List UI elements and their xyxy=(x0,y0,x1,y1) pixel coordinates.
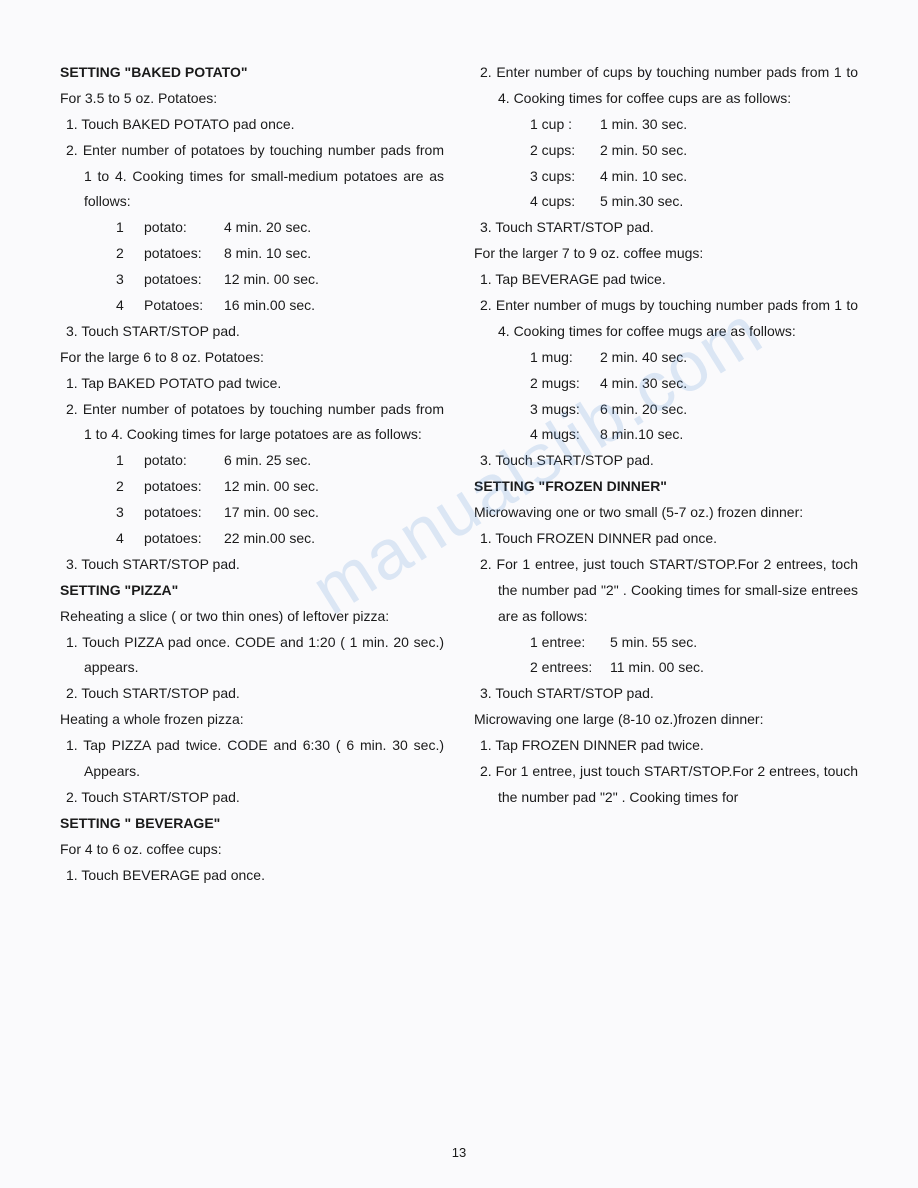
timing-table: 1potato:4 min. 20 sec. 2potatoes:8 min. 1… xyxy=(116,215,444,319)
table-cell: potatoes: xyxy=(144,474,224,500)
timing-table: 1potato:6 min. 25 sec. 2potatoes:12 min. … xyxy=(116,448,444,552)
table-cell: 1 cup : xyxy=(530,112,600,138)
left-column: SETTING "BAKED POTATO" For 3.5 to 5 oz. … xyxy=(60,60,444,1135)
section-heading: SETTING "FROZEN DINNER" xyxy=(474,474,858,500)
step-text: 3. Touch START/STOP pad. xyxy=(474,215,858,241)
table-cell: potatoes: xyxy=(144,241,224,267)
timing-table: 1 mug:2 min. 40 sec.2 mugs:4 min. 30 sec… xyxy=(530,345,858,449)
table-cell: 4 xyxy=(116,293,144,319)
right-column: 2. Enter number of cups by touching numb… xyxy=(474,60,858,1135)
step-text: 3. Touch START/STOP pad. xyxy=(60,319,444,345)
table-cell: 6 min. 25 sec. xyxy=(224,448,334,474)
table-cell: 1 xyxy=(116,215,144,241)
step-text: 1. Tap BAKED POTATO pad twice. xyxy=(60,371,444,397)
two-column-layout: SETTING "BAKED POTATO" For 3.5 to 5 oz. … xyxy=(60,60,858,1135)
intro-text: For the large 6 to 8 oz. Potatoes: xyxy=(60,345,444,371)
intro-text: Microwaving one or two small (5-7 oz.) f… xyxy=(474,500,858,526)
table-cell: potato: xyxy=(144,215,224,241)
intro-text: Microwaving one large (8-10 oz.)frozen d… xyxy=(474,707,858,733)
table-cell: 4 mugs: xyxy=(530,422,600,448)
table-cell: 1 min. 30 sec. xyxy=(600,112,710,138)
table-cell: 1 mug: xyxy=(530,345,600,371)
table-cell: Potatoes: xyxy=(144,293,224,319)
step-text: 1. Tap PIZZA pad twice. CODE and 6:30 ( … xyxy=(60,733,444,785)
table-cell: 12 min. 00 sec. xyxy=(224,267,334,293)
table-cell: 8 min.10 sec. xyxy=(600,422,710,448)
table-cell: 3 cups: xyxy=(530,164,600,190)
step-text: 2. For 1 entree, just touch START/STOP.F… xyxy=(474,552,858,630)
table-cell: 11 min. 00 sec. xyxy=(610,655,720,681)
intro-text: For 4 to 6 oz. coffee cups: xyxy=(60,837,444,863)
table-cell: 8 min. 10 sec. xyxy=(224,241,334,267)
table-cell: 16 min.00 sec. xyxy=(224,293,334,319)
step-text: 2. For 1 entree, just touch START/STOP.F… xyxy=(474,759,858,811)
table-cell: 3 mugs: xyxy=(530,397,600,423)
step-text: 1. Touch PIZZA pad once. CODE and 1:20 (… xyxy=(60,630,444,682)
table-cell: 5 min. 55 sec. xyxy=(610,630,720,656)
step-text: 1. Tap FROZEN DINNER pad twice. xyxy=(474,733,858,759)
intro-text: For the larger 7 to 9 oz. coffee mugs: xyxy=(474,241,858,267)
table-cell: 4 min. 10 sec. xyxy=(600,164,710,190)
step-text: 3. Touch START/STOP pad. xyxy=(474,448,858,474)
table-cell: 4 min. 30 sec. xyxy=(600,371,710,397)
table-cell: 4 cups: xyxy=(530,189,600,215)
page-container: SETTING "BAKED POTATO" For 3.5 to 5 oz. … xyxy=(0,0,918,1180)
table-cell: 5 min.30 sec. xyxy=(600,189,710,215)
table-cell: 1 xyxy=(116,448,144,474)
step-text: 1. Touch BAKED POTATO pad once. xyxy=(60,112,444,138)
timing-table: 1 entree:5 min. 55 sec.2 entrees:11 min.… xyxy=(530,630,858,682)
step-text: 3. Touch START/STOP pad. xyxy=(474,681,858,707)
step-text: 3. Touch START/STOP pad. xyxy=(60,552,444,578)
step-text: 2. Touch START/STOP pad. xyxy=(60,785,444,811)
table-cell: 22 min.00 sec. xyxy=(224,526,334,552)
step-text: 2. Touch START/STOP pad. xyxy=(60,681,444,707)
step-text: 1. Touch BEVERAGE pad once. xyxy=(60,863,444,889)
table-cell: potatoes: xyxy=(144,526,224,552)
table-cell: 3 xyxy=(116,500,144,526)
step-text: 2. Enter number of cups by touching numb… xyxy=(474,60,858,112)
section-heading: SETTING "PIZZA" xyxy=(60,578,444,604)
table-cell: potatoes: xyxy=(144,267,224,293)
table-cell: 17 min. 00 sec. xyxy=(224,500,334,526)
table-cell: 2 min. 40 sec. xyxy=(600,345,710,371)
table-cell: 2 xyxy=(116,241,144,267)
intro-text: Reheating a slice ( or two thin ones) of… xyxy=(60,604,444,630)
table-cell: potato: xyxy=(144,448,224,474)
step-text: 1. Touch FROZEN DINNER pad once. xyxy=(474,526,858,552)
table-cell: 3 xyxy=(116,267,144,293)
step-text: 2. Enter number of potatoes by touching … xyxy=(60,397,444,449)
table-cell: 2 entrees: xyxy=(530,655,610,681)
table-cell: 4 min. 20 sec. xyxy=(224,215,334,241)
step-text: 2. Enter number of potatoes by touching … xyxy=(60,138,444,216)
table-cell: 4 xyxy=(116,526,144,552)
step-text: 1. Tap BEVERAGE pad twice. xyxy=(474,267,858,293)
table-cell: 12 min. 00 sec. xyxy=(224,474,334,500)
table-cell: 2 cups: xyxy=(530,138,600,164)
intro-text: For 3.5 to 5 oz. Potatoes: xyxy=(60,86,444,112)
table-cell: 6 min. 20 sec. xyxy=(600,397,710,423)
table-cell: 2 mugs: xyxy=(530,371,600,397)
table-cell: potatoes: xyxy=(144,500,224,526)
table-cell: 2 min. 50 sec. xyxy=(600,138,710,164)
table-cell: 2 xyxy=(116,474,144,500)
page-number: 13 xyxy=(60,1145,858,1160)
timing-table: 1 cup :1 min. 30 sec.2 cups:2 min. 50 se… xyxy=(530,112,858,216)
section-heading: SETTING " BEVERAGE" xyxy=(60,811,444,837)
step-text: 2. Enter number of mugs by touching numb… xyxy=(474,293,858,345)
table-cell: 1 entree: xyxy=(530,630,610,656)
intro-text: Heating a whole frozen pizza: xyxy=(60,707,444,733)
section-heading: SETTING "BAKED POTATO" xyxy=(60,60,444,86)
